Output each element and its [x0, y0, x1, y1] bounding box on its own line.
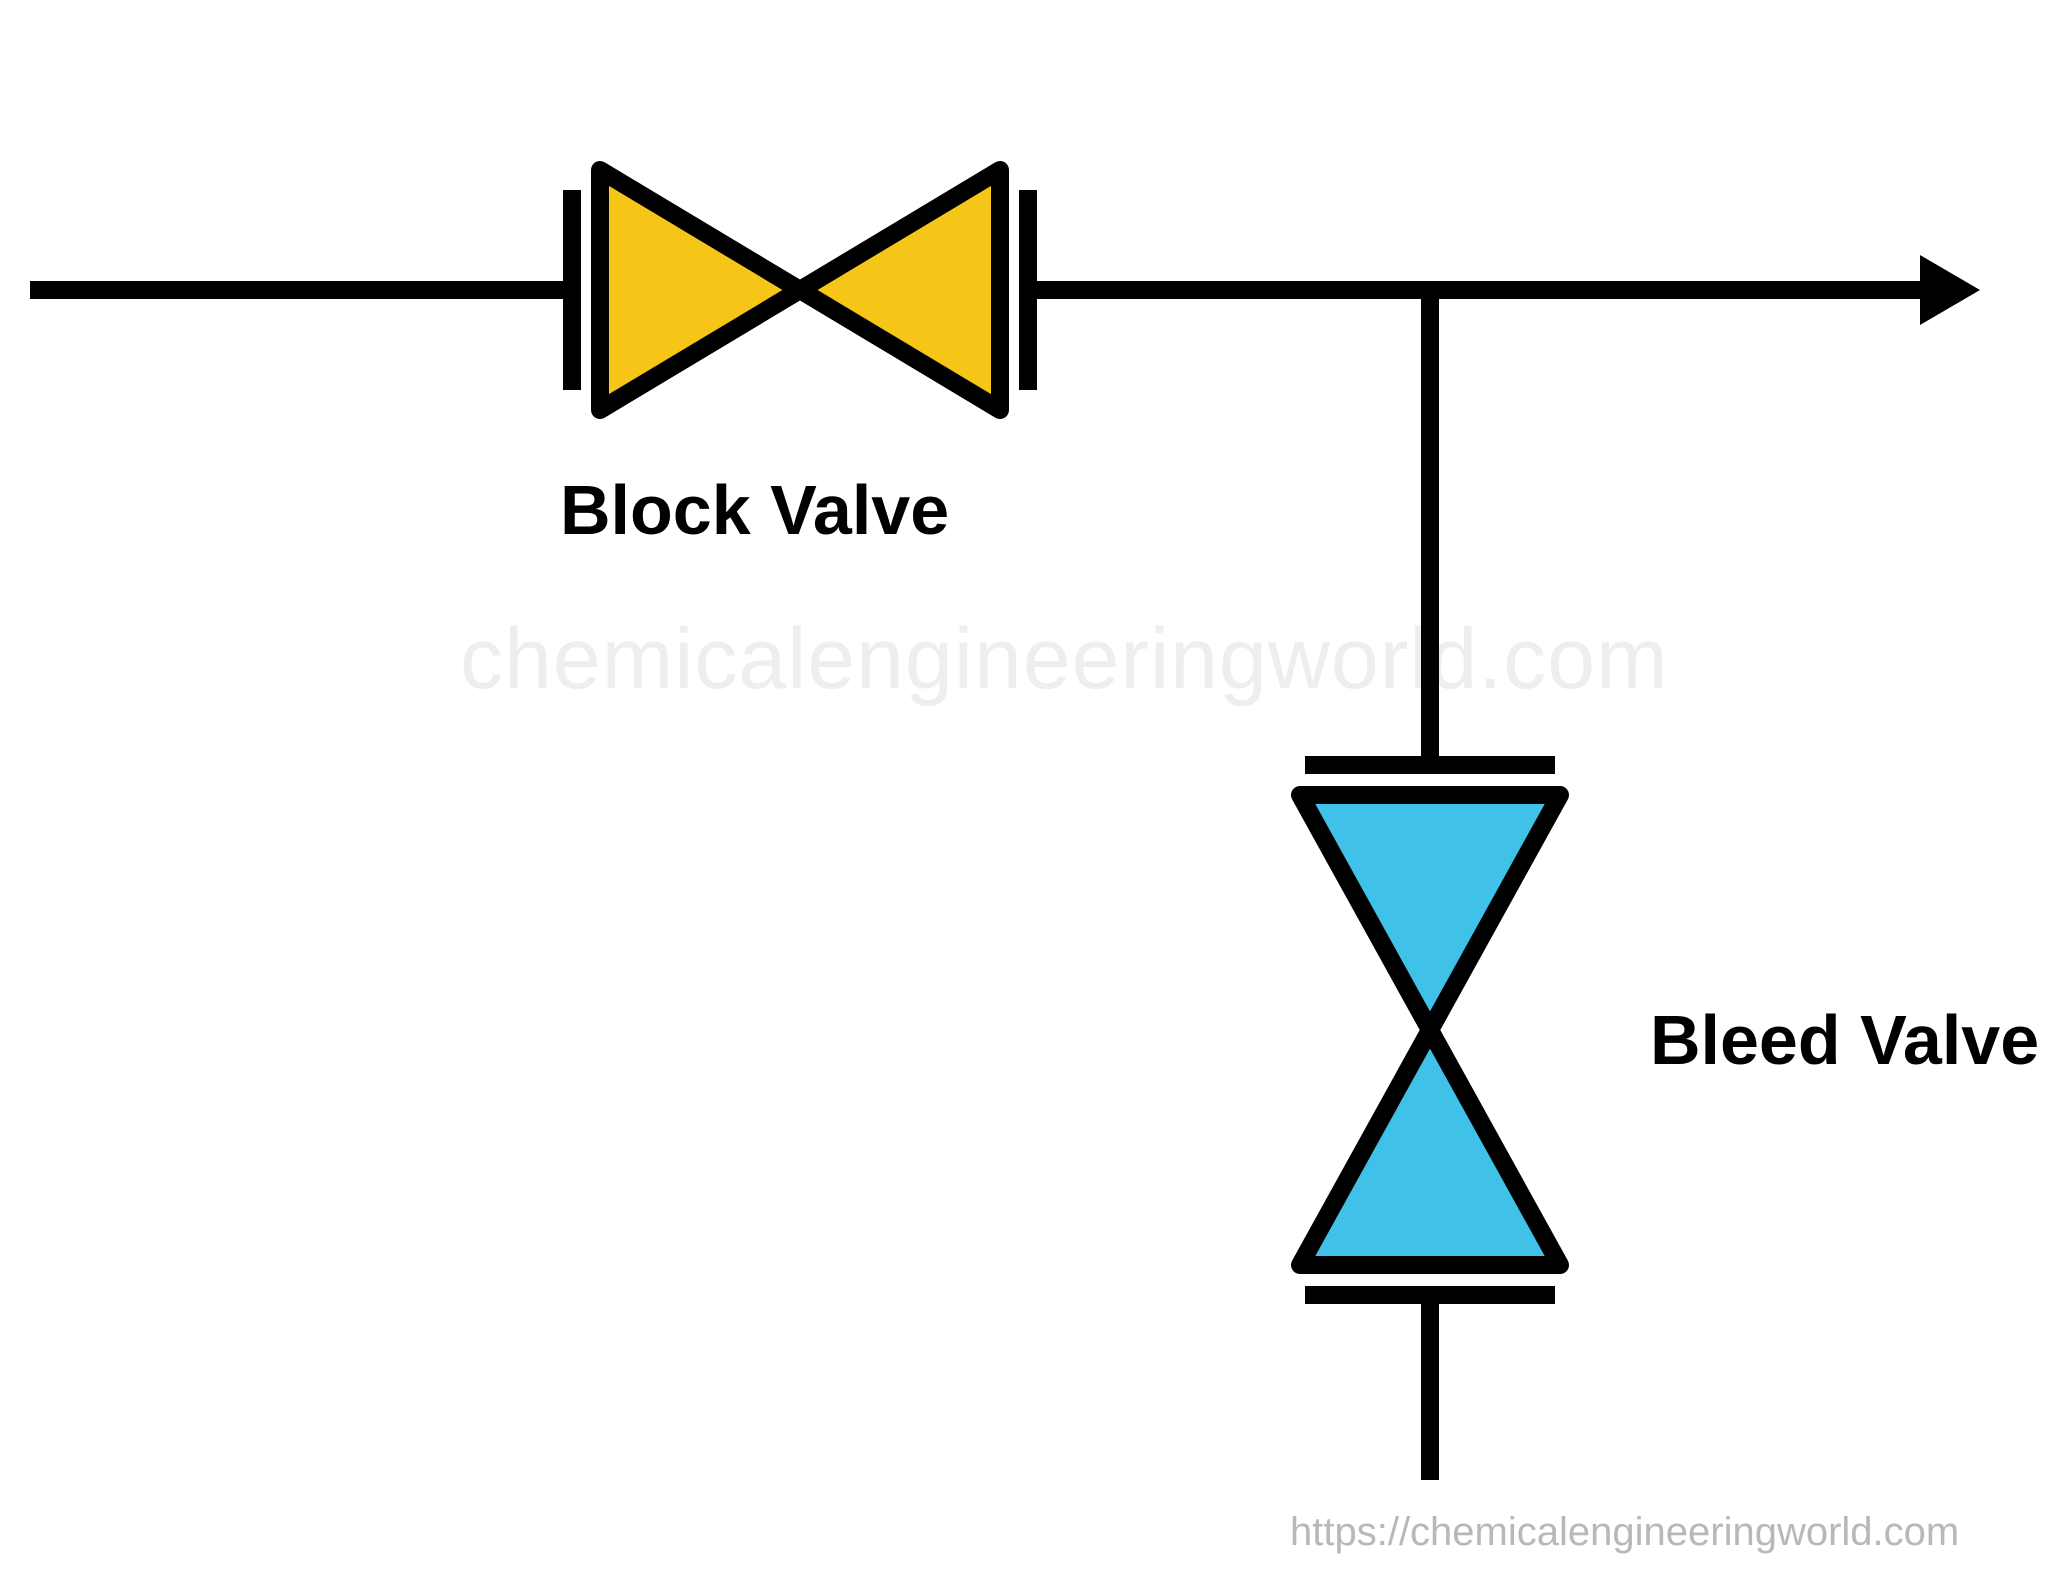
block-valve-triangle-left	[600, 170, 800, 410]
piping-svg	[0, 0, 2048, 1584]
footer-url: https://chemicalengineeringworld.com	[1290, 1510, 1959, 1555]
arrow-head	[1920, 255, 1980, 325]
block-valve-triangle-right	[800, 170, 1000, 410]
label-bleed-valve: Bleed Valve	[1650, 1000, 2039, 1080]
bleed-valve-triangle-bottom	[1300, 1030, 1560, 1265]
label-block-valve: Block Valve	[560, 470, 949, 550]
bleed-valve-triangle-top	[1300, 795, 1560, 1030]
diagram-canvas: chemicalengineeringworld.com Block Valve…	[0, 0, 2048, 1584]
